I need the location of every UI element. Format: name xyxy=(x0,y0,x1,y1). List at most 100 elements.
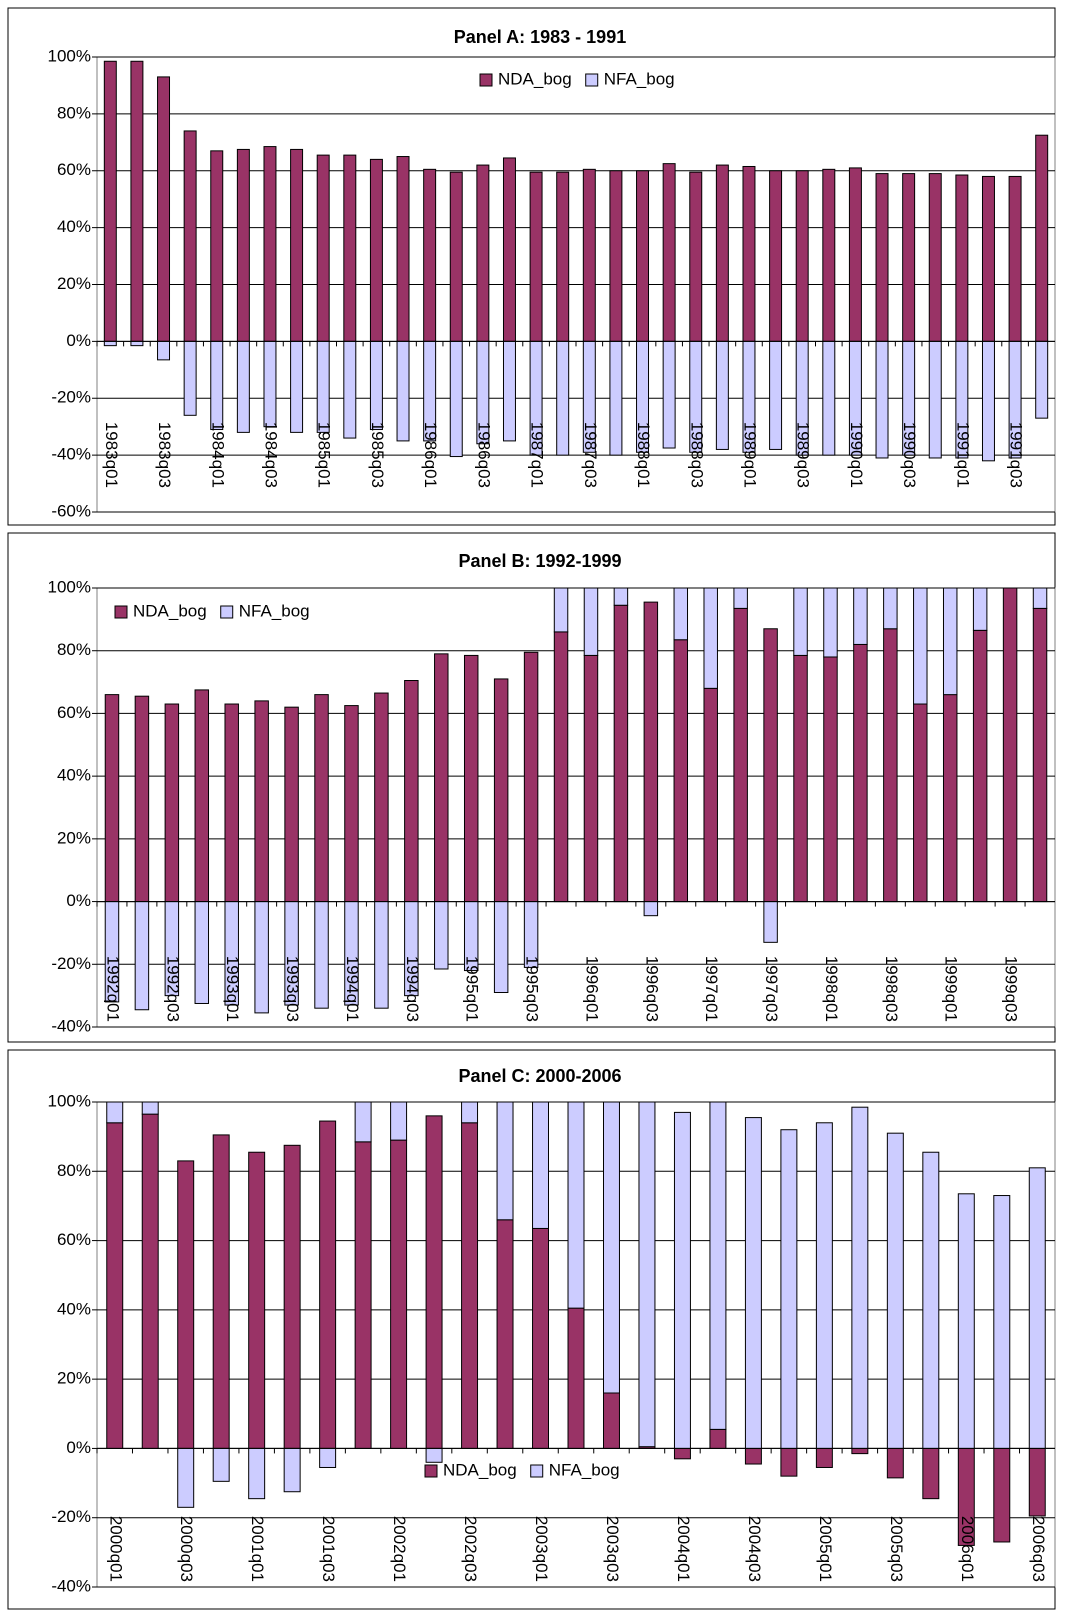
x-tick-label: 2000q01 xyxy=(106,1516,125,1582)
bar xyxy=(981,175,995,342)
bar xyxy=(523,651,539,903)
bar xyxy=(493,901,509,994)
bar xyxy=(815,1122,833,1449)
bar xyxy=(177,1160,195,1449)
bar xyxy=(567,1102,585,1309)
legend-label: NFA_bog xyxy=(549,1460,620,1479)
bar xyxy=(913,703,928,903)
bar xyxy=(194,689,210,903)
x-tick-label: 2003q03 xyxy=(603,1516,622,1582)
bar xyxy=(106,1102,124,1124)
y-tick-label: 20% xyxy=(57,828,91,847)
bar xyxy=(553,588,569,633)
x-tick-label: 1990q03 xyxy=(900,422,919,488)
bar xyxy=(662,340,676,449)
bar xyxy=(283,1144,301,1449)
x-tick-label: 1995q03 xyxy=(523,956,542,1022)
x-tick-label: 2004q01 xyxy=(674,1516,693,1582)
bar xyxy=(283,1447,301,1493)
bar xyxy=(314,901,329,1009)
bar xyxy=(212,1134,230,1449)
bar xyxy=(212,1447,230,1482)
x-tick-label: 1996q01 xyxy=(582,956,601,1022)
bar xyxy=(913,588,928,705)
bar xyxy=(851,1447,869,1455)
bar xyxy=(404,680,419,903)
bar xyxy=(815,1447,833,1468)
bar xyxy=(769,340,783,450)
x-tick-label: 1992q01 xyxy=(103,956,122,1022)
x-tick-label: 1989q03 xyxy=(794,422,813,488)
bar xyxy=(822,168,836,342)
bar xyxy=(795,170,809,342)
bar xyxy=(461,1102,479,1124)
x-tick-label: 2001q03 xyxy=(319,1516,338,1582)
bar xyxy=(673,1111,691,1449)
bar xyxy=(369,158,383,342)
bar xyxy=(709,1102,727,1430)
bar xyxy=(344,705,359,903)
bar xyxy=(1035,134,1049,342)
bar xyxy=(177,1447,195,1508)
bar xyxy=(673,1447,691,1460)
bar xyxy=(582,168,596,342)
x-tick-label: 2005q01 xyxy=(816,1516,835,1582)
x-tick-label: 1991q01 xyxy=(953,422,972,488)
bar xyxy=(673,639,689,903)
y-tick-label: 40% xyxy=(57,766,91,785)
x-tick-label: 1999q03 xyxy=(1002,956,1021,1022)
bar xyxy=(638,1102,656,1448)
bar xyxy=(354,1141,372,1449)
bar xyxy=(254,901,269,1014)
bar xyxy=(194,901,210,1004)
bar xyxy=(851,1106,869,1449)
x-tick-label: 1985q01 xyxy=(315,422,334,488)
legend-swatch xyxy=(220,605,234,619)
x-tick-label: 2006q03 xyxy=(1029,1516,1048,1582)
bar xyxy=(354,1102,372,1143)
bar xyxy=(104,694,120,903)
bar xyxy=(1028,1167,1046,1449)
bar xyxy=(942,588,958,696)
bar xyxy=(972,588,988,631)
bar xyxy=(263,146,277,342)
bar xyxy=(793,588,808,656)
x-tick-label: 2002q03 xyxy=(461,1516,480,1582)
bar xyxy=(532,1227,550,1449)
bar xyxy=(183,340,197,416)
legend-label: NDA_bog xyxy=(443,1460,517,1479)
bar xyxy=(502,157,516,342)
bar xyxy=(396,156,410,342)
bar xyxy=(853,588,868,645)
bar xyxy=(423,168,437,342)
legend-label: NFA_bog xyxy=(239,601,310,620)
bar xyxy=(130,60,144,342)
y-tick-label: 0% xyxy=(66,1438,91,1457)
legend-swatch xyxy=(585,73,599,87)
legend-label: NDA_bog xyxy=(133,601,207,620)
bar xyxy=(130,340,144,347)
y-tick-label: 80% xyxy=(57,103,91,122)
bar xyxy=(141,1113,159,1449)
bar xyxy=(942,694,958,903)
bar xyxy=(284,706,299,903)
bar xyxy=(715,164,729,342)
bar xyxy=(602,1102,620,1394)
bar xyxy=(709,1428,727,1449)
bar xyxy=(1008,175,1022,342)
legend-swatch xyxy=(479,73,493,87)
bar xyxy=(553,631,569,903)
y-tick-label: 80% xyxy=(57,640,91,659)
bar xyxy=(993,1195,1011,1449)
bar xyxy=(744,1447,762,1465)
bar xyxy=(780,1447,798,1477)
bar xyxy=(602,1392,620,1449)
bar xyxy=(134,695,150,903)
bar xyxy=(875,340,889,459)
bar xyxy=(493,678,509,903)
bar xyxy=(1032,607,1048,903)
x-tick-label: 1998q01 xyxy=(822,956,841,1022)
y-tick-label: 20% xyxy=(57,274,91,293)
x-tick-label: 1999q01 xyxy=(942,956,961,1022)
bar xyxy=(434,653,449,903)
